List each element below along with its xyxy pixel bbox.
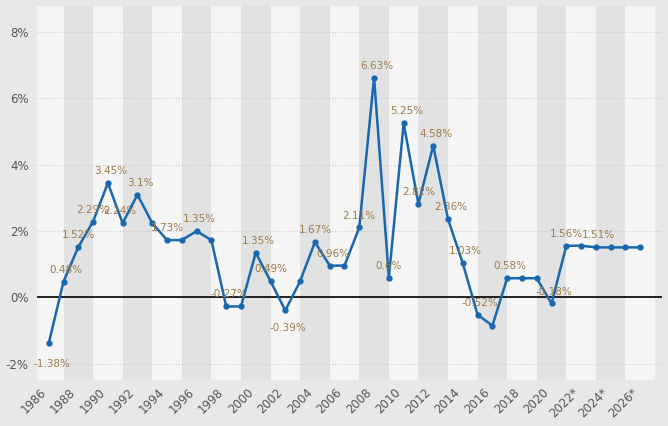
Text: 2.36%: 2.36% bbox=[434, 202, 468, 212]
Bar bbox=[389, 6, 418, 380]
Text: -0.52%: -0.52% bbox=[462, 298, 499, 308]
Bar bbox=[566, 6, 596, 380]
Bar bbox=[63, 6, 93, 380]
Bar bbox=[182, 6, 211, 380]
Bar bbox=[241, 6, 271, 380]
Text: 5.25%: 5.25% bbox=[390, 106, 423, 116]
Bar bbox=[418, 6, 448, 380]
Text: 1.03%: 1.03% bbox=[449, 246, 482, 256]
Text: 3.1%: 3.1% bbox=[127, 178, 154, 188]
Text: 2.82%: 2.82% bbox=[402, 187, 435, 197]
Text: -1.38%: -1.38% bbox=[33, 359, 70, 368]
Text: 0.6%: 0.6% bbox=[375, 261, 402, 271]
Text: 0.48%: 0.48% bbox=[50, 265, 83, 275]
Bar bbox=[359, 6, 389, 380]
Text: 1.56%: 1.56% bbox=[550, 229, 583, 239]
Bar bbox=[596, 6, 625, 380]
Text: 3.45%: 3.45% bbox=[94, 166, 127, 176]
Text: 4.58%: 4.58% bbox=[420, 129, 452, 138]
Text: 1.51%: 1.51% bbox=[582, 230, 615, 240]
Bar bbox=[448, 6, 478, 380]
Text: -0.39%: -0.39% bbox=[270, 323, 307, 333]
Bar bbox=[34, 6, 63, 380]
Bar bbox=[537, 6, 566, 380]
Text: 0.96%: 0.96% bbox=[316, 249, 349, 259]
Bar bbox=[123, 6, 152, 380]
Text: 0.49%: 0.49% bbox=[254, 264, 287, 274]
Text: 6.63%: 6.63% bbox=[360, 60, 393, 71]
Text: 1.67%: 1.67% bbox=[299, 225, 331, 235]
Text: 2.11%: 2.11% bbox=[343, 210, 376, 221]
Text: 1.35%: 1.35% bbox=[242, 236, 275, 246]
Bar bbox=[330, 6, 359, 380]
Text: -0.27%: -0.27% bbox=[210, 290, 247, 299]
Bar bbox=[507, 6, 537, 380]
Text: 1.52%: 1.52% bbox=[61, 230, 95, 240]
Text: 1.73%: 1.73% bbox=[150, 223, 184, 233]
Bar bbox=[152, 6, 182, 380]
Text: -0.18%: -0.18% bbox=[536, 287, 572, 296]
Bar bbox=[93, 6, 123, 380]
Text: 1.35%: 1.35% bbox=[183, 214, 216, 224]
Text: 2.24%: 2.24% bbox=[104, 206, 136, 216]
Bar bbox=[271, 6, 300, 380]
Text: 2.29%: 2.29% bbox=[77, 204, 110, 215]
Bar bbox=[625, 6, 655, 380]
Bar bbox=[478, 6, 507, 380]
Bar bbox=[300, 6, 330, 380]
Text: 0.58%: 0.58% bbox=[494, 261, 526, 271]
Bar bbox=[211, 6, 241, 380]
